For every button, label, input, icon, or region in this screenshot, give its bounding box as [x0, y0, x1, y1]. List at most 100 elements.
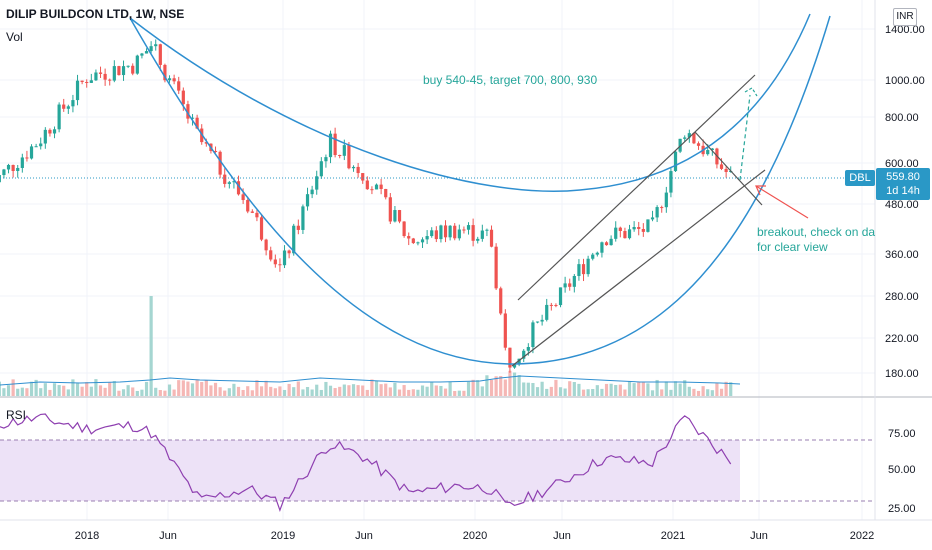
candle-body[interactable] [167, 78, 172, 81]
candle-body[interactable] [218, 151, 222, 175]
candle-body[interactable] [540, 319, 544, 322]
candle-body[interactable] [416, 242, 420, 244]
candle-body[interactable] [236, 181, 241, 195]
candle-body[interactable] [29, 146, 34, 159]
candle-body[interactable] [443, 225, 448, 238]
candle-body[interactable] [595, 252, 599, 255]
candle-body[interactable] [683, 137, 687, 139]
candle-body[interactable] [140, 53, 144, 56]
candle-body[interactable] [485, 229, 489, 231]
candle-body[interactable] [305, 194, 310, 207]
candle-body[interactable] [618, 227, 622, 231]
candle-body[interactable] [181, 90, 185, 105]
candle-body[interactable] [466, 225, 471, 230]
candle-body[interactable] [581, 264, 586, 275]
rsi-label[interactable]: RSI [6, 408, 27, 422]
candle-body[interactable] [333, 133, 337, 156]
candle-body[interactable] [108, 79, 112, 81]
candle-body[interactable] [370, 189, 374, 191]
candle-body[interactable] [480, 230, 484, 239]
candle-body[interactable] [269, 250, 273, 260]
candle-body[interactable] [627, 229, 632, 239]
candle-body[interactable] [246, 200, 250, 212]
candle-body[interactable] [342, 145, 346, 156]
candle-body[interactable] [301, 206, 305, 230]
candle-body[interactable] [374, 184, 379, 190]
candle-body[interactable] [347, 145, 351, 169]
candle-body[interactable] [425, 236, 429, 240]
candle-body[interactable] [315, 176, 319, 190]
candle-body[interactable] [80, 80, 84, 82]
candle-body[interactable] [535, 321, 540, 323]
candle-body[interactable] [706, 150, 710, 155]
candle-body[interactable] [264, 239, 268, 251]
candle-body[interactable] [724, 168, 728, 173]
candle-body[interactable] [379, 184, 383, 189]
candle-body[interactable] [223, 174, 227, 184]
candle-body[interactable] [292, 225, 296, 254]
candle-body[interactable] [457, 229, 461, 239]
candle-body[interactable] [572, 275, 576, 287]
candle-body[interactable] [508, 347, 512, 368]
candle-body[interactable] [20, 157, 24, 168]
candle-body[interactable] [420, 239, 425, 243]
candle-body[interactable] [411, 238, 415, 244]
candle-body[interactable] [545, 304, 549, 320]
candle-body[interactable] [112, 66, 116, 81]
candle-body[interactable] [25, 157, 29, 159]
candle-body[interactable] [678, 138, 682, 152]
candle-body[interactable] [94, 72, 98, 81]
candle-body[interactable] [232, 181, 236, 183]
candle-body[interactable] [641, 228, 645, 232]
candle-body[interactable] [190, 117, 195, 119]
candle-body[interactable] [453, 225, 457, 239]
rsi-line[interactable] [0, 413, 732, 512]
candle-body[interactable] [623, 230, 627, 239]
candle-body[interactable] [135, 55, 139, 74]
candle-body[interactable] [609, 238, 613, 246]
volume-label[interactable]: Vol [6, 30, 23, 44]
candle-body[interactable] [522, 350, 526, 359]
candle-body[interactable] [549, 304, 553, 306]
candle-body[interactable] [591, 254, 595, 259]
candle-body[interactable] [163, 64, 167, 81]
candle-body[interactable] [489, 229, 494, 247]
candle-body[interactable] [476, 238, 480, 241]
candle-body[interactable] [259, 217, 264, 240]
breakout-note-line1[interactable]: breakout, check on da [757, 225, 875, 239]
candle-body[interactable] [227, 182, 231, 184]
candle-body[interactable] [16, 167, 20, 172]
candle-body[interactable] [439, 225, 443, 240]
candle-body[interactable] [356, 166, 360, 174]
cup-curve-upper[interactable] [129, 13, 811, 192]
candle-body[interactable] [696, 143, 701, 146]
candle-body[interactable] [98, 72, 103, 74]
candle-body[interactable] [34, 146, 38, 148]
time-axis[interactable]: 2018 Jun 2019 Jun 2020 Jun 2021 Jun 2022 [75, 530, 874, 542]
candle-body[interactable] [75, 80, 80, 101]
candle-body[interactable] [494, 246, 498, 289]
candle-body[interactable] [660, 207, 664, 209]
candle-body[interactable] [361, 173, 365, 181]
currency-badge[interactable]: INR [893, 8, 917, 26]
candle-body[interactable] [512, 364, 517, 368]
candle-body[interactable] [117, 66, 121, 76]
candle-body[interactable] [499, 288, 503, 314]
candle-body[interactable] [66, 106, 70, 109]
candle-body[interactable] [278, 264, 282, 266]
candle-body[interactable] [310, 189, 314, 195]
candle-body[interactable] [448, 225, 452, 238]
channel-upper-line[interactable] [517, 74, 756, 301]
candle-body[interactable] [213, 150, 218, 152]
candle-body[interactable] [517, 358, 521, 365]
candle-body[interactable] [0, 175, 1, 183]
candle-body[interactable] [632, 227, 636, 230]
candle-body[interactable] [664, 192, 668, 208]
candle-body[interactable] [710, 148, 714, 151]
candle-body[interactable] [471, 225, 475, 241]
candle-body[interactable] [719, 164, 724, 169]
target-projection-arrow[interactable] [739, 94, 751, 181]
candle-body[interactable] [365, 180, 369, 190]
candlesticks[interactable] [0, 39, 733, 373]
